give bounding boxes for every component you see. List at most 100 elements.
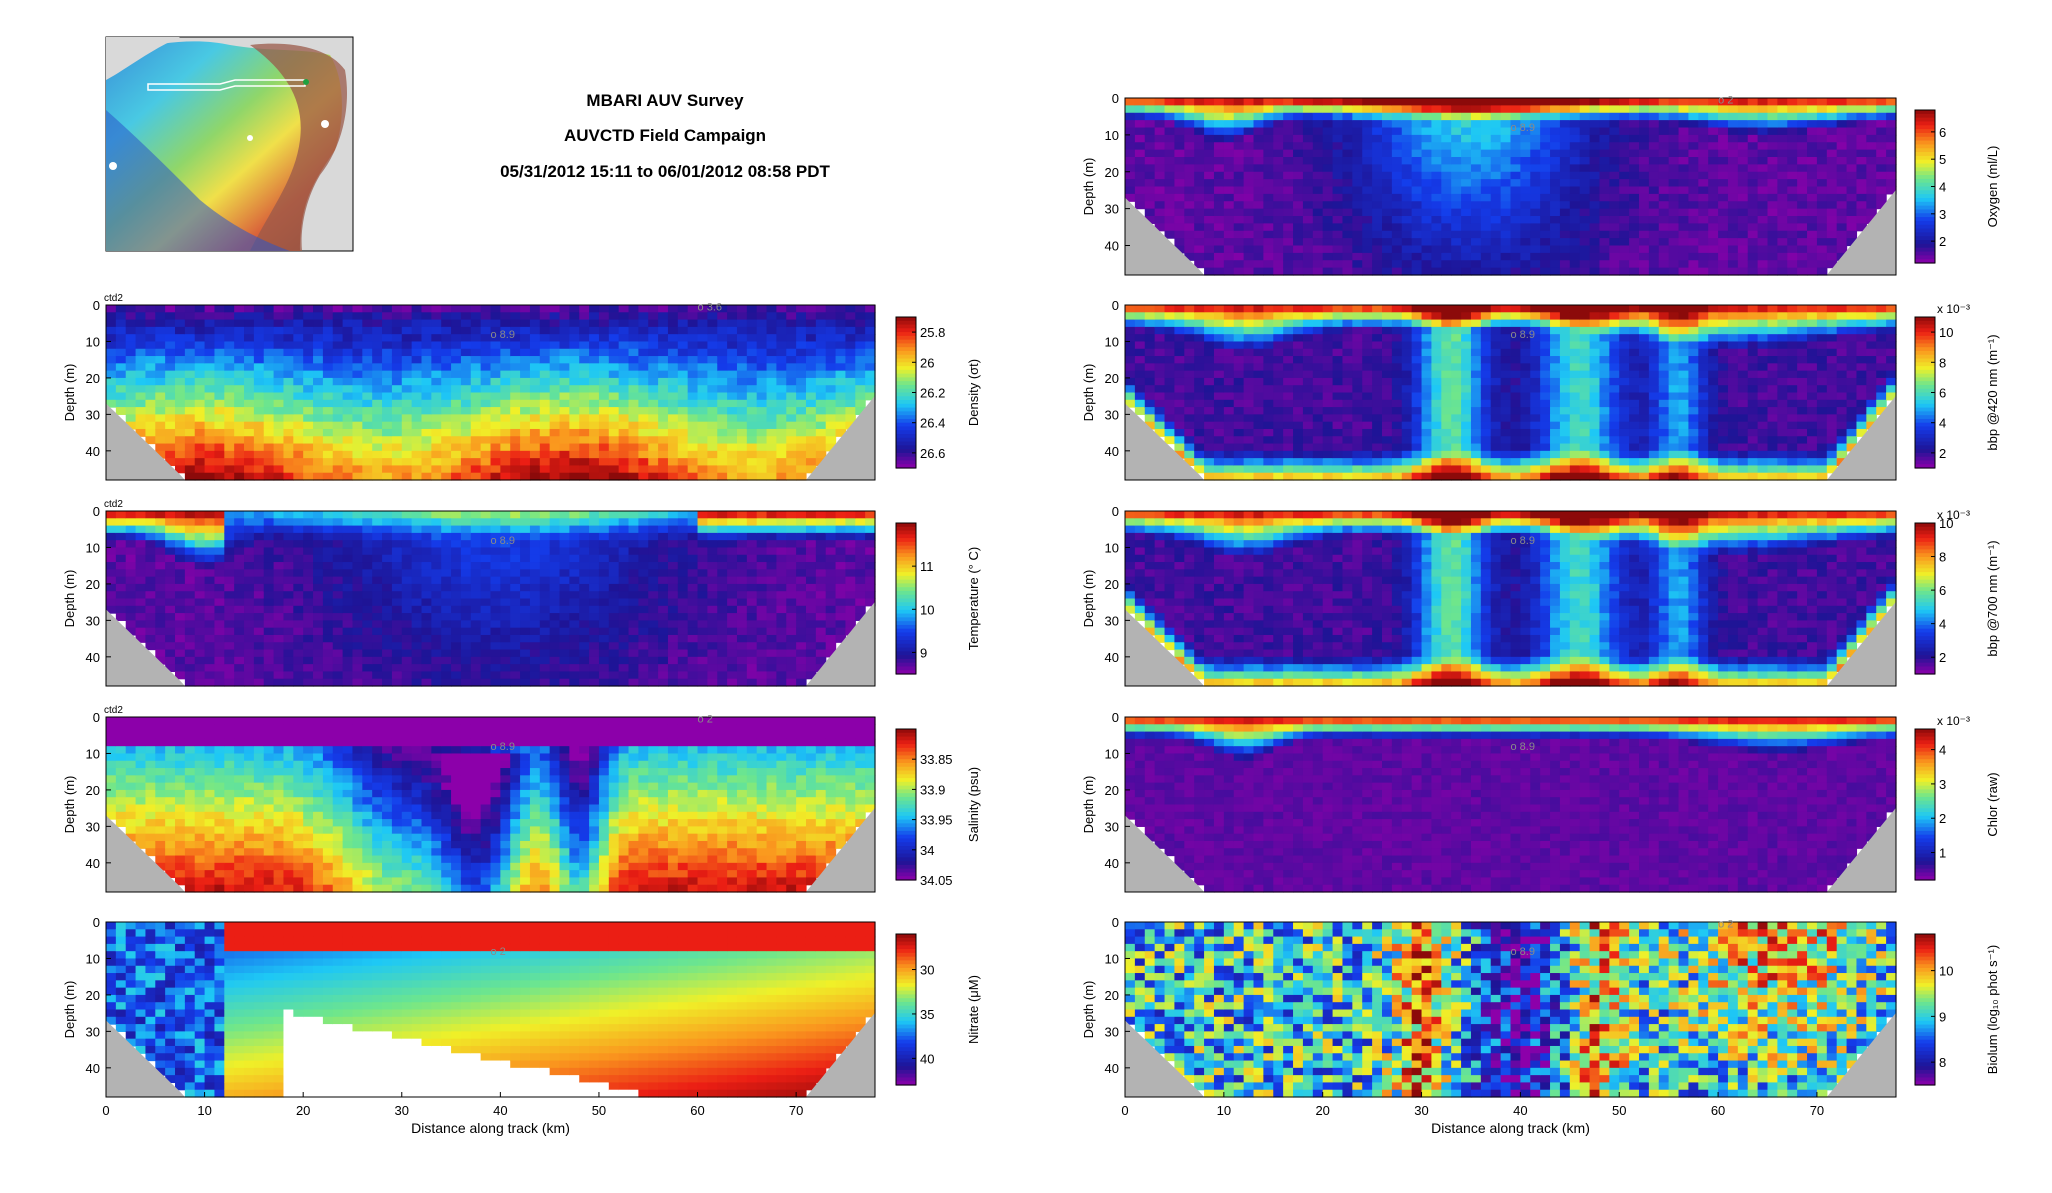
heatmap-cell (343, 657, 353, 665)
colorbar-swatch (896, 347, 916, 351)
heatmap-cell (254, 717, 264, 725)
heatmap-cell (638, 569, 648, 577)
heatmap-cell (283, 518, 293, 526)
heatmap-cell (274, 511, 284, 519)
heatmap-cell (313, 834, 323, 842)
heatmap-cell (165, 334, 175, 342)
heatmap-cell (313, 775, 323, 783)
heatmap-cell (826, 606, 836, 614)
heatmap-cell (688, 547, 698, 555)
heatmap-cell (185, 606, 195, 614)
heatmap-cell (412, 812, 422, 820)
heatmap-cell (471, 812, 481, 820)
heatmap-cell (668, 657, 678, 665)
heatmap-cell (520, 783, 530, 791)
heatmap-cell (599, 775, 609, 783)
heatmap-cell (638, 407, 648, 415)
heatmap-cell (520, 378, 530, 386)
heatmap-cell (313, 724, 323, 732)
heatmap-cell (550, 400, 560, 408)
heatmap-cell (451, 465, 461, 473)
heatmap-cell (421, 540, 431, 548)
heatmap-cell (372, 341, 382, 349)
heatmap-cell (431, 635, 441, 643)
heatmap-cell (333, 393, 343, 401)
heatmap-cell (471, 349, 481, 357)
heatmap-cell (214, 400, 224, 408)
heatmap-cell (510, 724, 520, 732)
heatmap-cell (540, 826, 550, 834)
heatmap-cell (441, 753, 451, 761)
heatmap-cell (155, 312, 165, 320)
heatmap-cell (865, 540, 875, 548)
heatmap-cell (609, 863, 619, 871)
heatmap-cell (303, 407, 313, 415)
heatmap-cell (727, 526, 737, 534)
heatmap-cell (274, 385, 284, 393)
heatmap-cell (481, 613, 491, 621)
heatmap-cell (481, 863, 491, 871)
colorbar-swatch (896, 453, 916, 457)
heatmap-cell (638, 458, 648, 466)
heatmap-cell (757, 393, 767, 401)
heatmap-cell (155, 635, 165, 643)
heatmap-cell (717, 371, 727, 379)
heatmap-cell (855, 393, 865, 401)
heatmap-cell (796, 371, 806, 379)
heatmap-cell (313, 863, 323, 871)
heatmap-cell (491, 458, 501, 466)
heatmap-cell (520, 429, 530, 437)
heatmap-cell (737, 385, 747, 393)
heatmap-cell (629, 797, 639, 805)
heatmap-cell (806, 664, 816, 672)
heatmap-cell (234, 526, 244, 534)
heatmap-cell (382, 356, 392, 364)
heatmap-cell (175, 650, 185, 658)
heatmap-cell (599, 783, 609, 791)
heatmap-cell (412, 870, 422, 878)
heatmap-cell (185, 739, 195, 747)
heatmap-cell (412, 724, 422, 732)
heatmap-cell (530, 540, 540, 548)
heatmap-cell (165, 547, 175, 555)
heatmap-cell (579, 885, 589, 893)
heatmap-cell (421, 465, 431, 473)
heatmap-cell (165, 414, 175, 422)
heatmap-cell (116, 547, 126, 555)
heatmap-cell (638, 555, 648, 563)
heatmap-cell (185, 473, 195, 481)
heatmap-cell (481, 819, 491, 827)
heatmap-cell (264, 783, 274, 791)
heatmap-cell (175, 444, 185, 452)
heatmap-cell (451, 841, 461, 849)
heatmap-cell (599, 613, 609, 621)
heatmap-cell (481, 657, 491, 665)
heatmap-cell (205, 753, 215, 761)
heatmap-cell (461, 679, 471, 687)
heatmap-cell (786, 320, 796, 328)
heatmap-cell (254, 819, 264, 827)
heatmap-cell (402, 642, 412, 650)
heatmap-cell (500, 422, 510, 430)
heatmap-cell (855, 540, 865, 548)
heatmap-cell (520, 877, 530, 885)
heatmap-cell (510, 797, 520, 805)
heatmap-cell (313, 650, 323, 658)
heatmap-cell (136, 569, 146, 577)
heatmap-cell (845, 540, 855, 548)
heatmap-cell (136, 349, 146, 357)
heatmap-cell (165, 349, 175, 357)
heatmap-cell (757, 334, 767, 342)
heatmap-cell (165, 591, 175, 599)
heatmap-cell (796, 341, 806, 349)
heatmap-cell (264, 444, 274, 452)
heatmap-cell (530, 414, 540, 422)
heatmap-cell (382, 650, 392, 658)
heatmap-cell (619, 717, 629, 725)
heatmap-cell (609, 444, 619, 452)
heatmap-cell (806, 642, 816, 650)
heatmap-cell (352, 591, 362, 599)
heatmap-cell (402, 327, 412, 335)
heatmap-cell (451, 775, 461, 783)
heatmap-cell (530, 349, 540, 357)
